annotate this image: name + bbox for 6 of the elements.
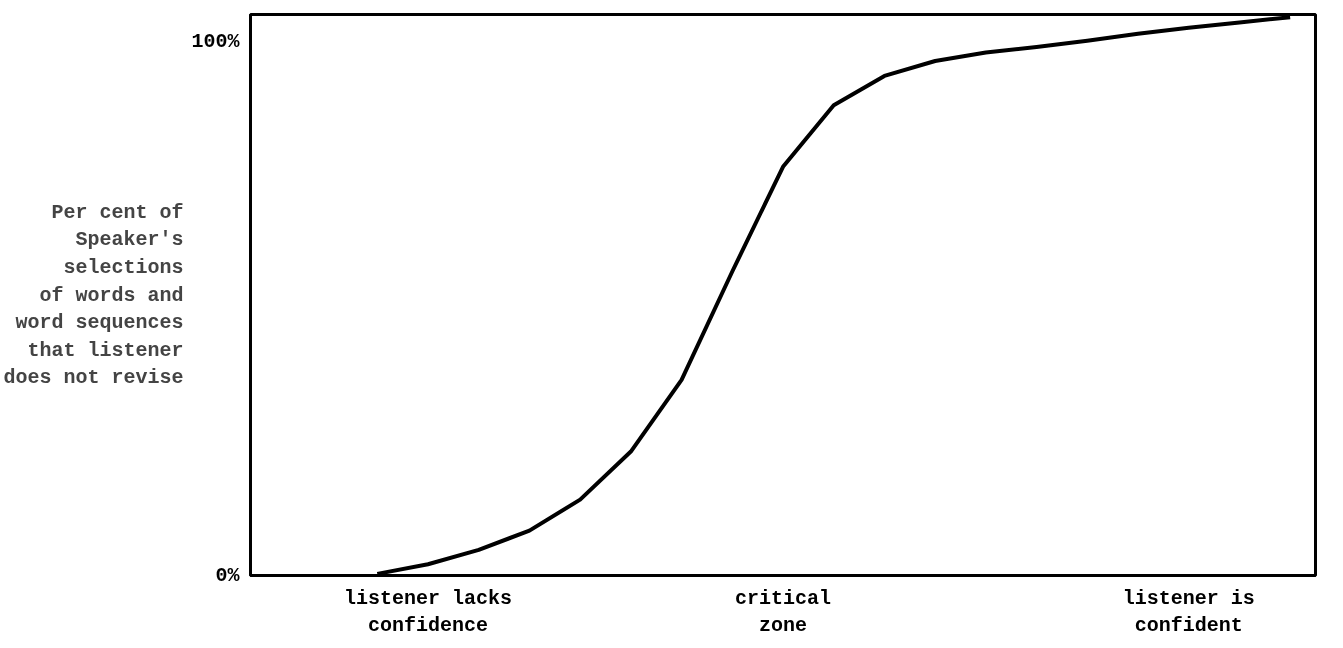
y-tick-label: 0% (215, 564, 241, 587)
x-tick-label: listener is confident (1122, 586, 1255, 638)
y-tick-label: 100% (191, 29, 241, 53)
x-tick-label: critical zone (734, 586, 832, 638)
y-axis-title: Per cent of Speaker's selections of words and word sequences that listener does not revise (3, 200, 184, 390)
x-tick-label: listener lacks confidence (343, 586, 513, 638)
